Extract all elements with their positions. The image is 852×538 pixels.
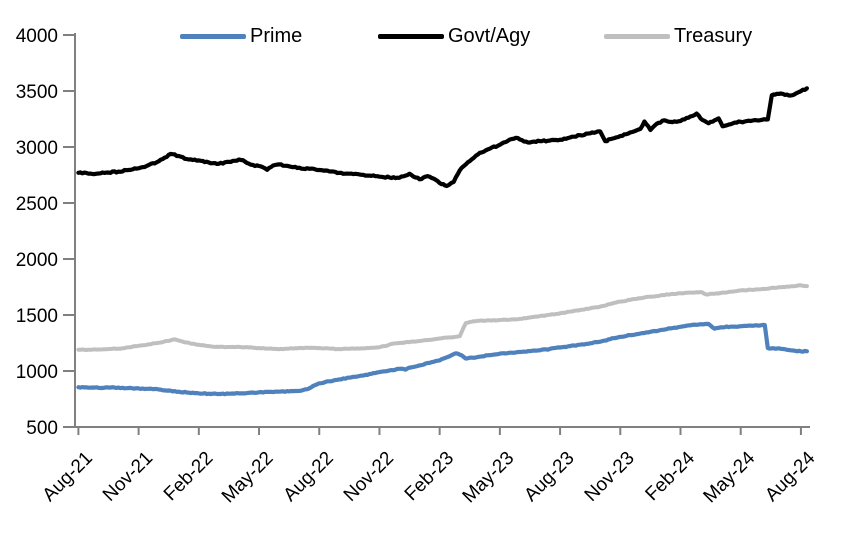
y-tick-label: 3500	[16, 82, 58, 103]
x-tick-label: Nov-21	[99, 448, 157, 506]
treasury-line-swatch-icon	[604, 33, 670, 39]
x-tick-label: Feb-24	[642, 447, 700, 505]
legend-item-govt-agy: Govt/Agy	[378, 24, 530, 48]
series-line-govt-agy	[76, 86, 810, 189]
y-tick-label: 3000	[16, 138, 58, 159]
legend-label-prime: Prime	[250, 25, 303, 47]
y-tick-label: 2000	[16, 250, 58, 271]
x-tick-label: Feb-22	[160, 448, 217, 505]
x-tick-label: Aug-22	[280, 448, 338, 506]
govt-agy-line-swatch-icon	[378, 33, 444, 39]
x-tick-label: Aug-23	[520, 448, 578, 506]
prime-line-swatch-icon	[180, 33, 246, 39]
y-tick-label: 4000	[16, 26, 58, 47]
x-tick-label: Aug-21	[39, 448, 97, 506]
y-tick-label: 1500	[16, 306, 58, 327]
y-tick-label: 1000	[16, 362, 58, 383]
x-tick-label: Nov-22	[340, 448, 398, 506]
x-tick-label: Feb-23	[401, 448, 458, 505]
x-tick-label: May-23	[459, 448, 519, 508]
y-tick-label: 2500	[16, 194, 58, 215]
legend-label-treasury: Treasury	[674, 25, 753, 47]
legend-label-govt-agy: Govt/Agy	[448, 25, 531, 47]
x-tick-label: May-22	[218, 448, 278, 508]
legend-item-treasury: Treasury	[604, 24, 752, 48]
legend-item-prime: Prime	[180, 24, 302, 48]
x-tick-label: May-24	[700, 447, 760, 507]
x-tick-label: Nov-23	[581, 448, 639, 506]
series-line-prime	[76, 321, 810, 397]
y-tick-label: 500	[26, 418, 58, 439]
x-tick-label: Aug-24	[761, 447, 819, 505]
series-line-treasury	[76, 283, 809, 352]
